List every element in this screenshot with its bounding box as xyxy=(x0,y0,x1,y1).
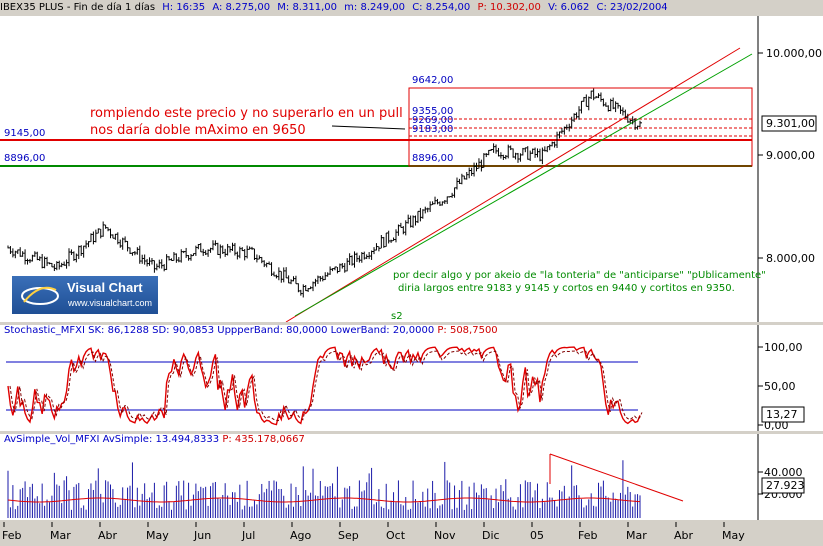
vol-current: 27.923 xyxy=(766,479,805,492)
logo-title: Visual Chart xyxy=(67,280,143,295)
logo-swoosh-icon xyxy=(21,286,59,305)
volume-bars xyxy=(7,460,641,518)
scale-9000: 9.000,00 xyxy=(766,149,815,162)
stoch-lower: LowerBand: 20,0000 xyxy=(330,325,435,336)
scale-10000: 10.000,00 xyxy=(766,47,822,60)
scale-8000: 8.000,00 xyxy=(766,252,815,265)
symbol-label: IBEX35 PLUS - Fin de día 1 días xyxy=(0,2,156,13)
stoch-scale-50: 50,00 xyxy=(764,380,796,393)
p-label: P: 10.302,00 xyxy=(477,2,541,13)
stoch-sk: SK: 86,1288 xyxy=(88,325,149,336)
green-note-line2: diria largos entre 9183 y 9145 y cortos … xyxy=(398,283,735,294)
logo-url: www.visualchart.com xyxy=(68,298,153,308)
x-tick-label: Jun xyxy=(193,529,211,542)
stoch-current: 13,27 xyxy=(766,408,798,421)
visualchart-logo: Visual Chart www.visualchart.com xyxy=(12,276,158,314)
low-label: m: 8.249,00 xyxy=(344,2,405,13)
sd-line xyxy=(9,350,643,422)
stoch-name: Stochastic_MFXI xyxy=(4,325,85,336)
x-tick-label: Oct xyxy=(386,529,406,542)
label-9355: 9355,00 xyxy=(412,106,453,117)
price-chart: 9642,00 9355,00 9269,00 9183,00 9145,00 … xyxy=(0,16,822,322)
stoch-p: P: 508,7500 xyxy=(437,325,498,336)
stoch-upper: UppperBand: 80,0000 xyxy=(217,325,328,336)
price-bars xyxy=(7,88,642,298)
volume-average xyxy=(7,497,641,503)
x-tick-label: May xyxy=(722,529,745,542)
range-box xyxy=(408,87,753,167)
x-tick-label: Jul xyxy=(241,529,255,542)
label-8896-left: 8896,00 xyxy=(4,153,45,164)
red-note-line2: nos daría doble mAximo en 9650 xyxy=(90,123,306,138)
current-price: 9.301,00 xyxy=(766,117,815,130)
x-axis-svg: Feb Mar Abr May Jun Jul Ago Sep Oct Nov Dic 05 Feb Ma… xyxy=(2,522,745,542)
vol-scale-40000: 40.000 xyxy=(764,466,803,479)
label-9183: 9183,00 xyxy=(412,124,453,135)
red-trendline xyxy=(285,47,741,322)
red-note-line1: rompiendo este precio y no superarlo en … xyxy=(90,106,403,121)
x-tick-label: Sep xyxy=(338,529,359,542)
volume-label: V: 6.062 xyxy=(548,2,590,13)
stochastic-title: Stochastic_MFXI SK: 86,1288 SD: 90,0853 … xyxy=(4,325,498,336)
vol-name: AvSimple_Vol_MFXI AvSimple: 13.494,8333 xyxy=(4,434,220,445)
x-tick-label: 05 xyxy=(530,529,544,542)
close-label: C: 8.254,00 xyxy=(412,2,471,13)
x-tick-label: Ago xyxy=(290,529,312,542)
vol-p: P: 435.178,0667 xyxy=(222,434,305,445)
x-tick-label: Nov xyxy=(434,529,456,542)
stochastic-chart: 100,00 50,00 0,00 13,27 xyxy=(6,325,805,431)
stoch-sd: SD: 90,0853 xyxy=(152,325,215,336)
green-note-line1: por decir algo y por akeio de "la tonter… xyxy=(393,270,766,281)
open-label: A: 8.275,00 xyxy=(212,2,271,13)
price-panel[interactable]: 9642,00 9355,00 9269,00 9183,00 9145,00 … xyxy=(0,16,823,322)
x-axis: Feb Mar Abr May Jun Jul Ago Sep Oct Nov Dic 05 Feb Ma… xyxy=(0,522,823,542)
x-tick-label: Abr xyxy=(674,529,694,542)
chart-header: IBEX35 PLUS - Fin de día 1 días H: 16:35… xyxy=(0,0,760,15)
x-tick-label: Dic xyxy=(482,529,500,542)
x-tick-label: Feb xyxy=(578,529,597,542)
green-trendline xyxy=(294,53,753,317)
pointer-arrow xyxy=(331,125,406,130)
volume-title: AvSimple_Vol_MFXI AvSimple: 13.494,8333 … xyxy=(4,434,305,445)
sk-line xyxy=(7,346,641,426)
volume-chart: 40.000 20.000 27.923 xyxy=(7,434,805,520)
x-tick-label: Feb xyxy=(2,529,21,542)
stoch-scale-100: 100,00 xyxy=(764,341,803,354)
date-label: C: 23/02/2004 xyxy=(596,2,668,13)
x-tick-label: Mar xyxy=(626,529,647,542)
label-9145: 9145,00 xyxy=(4,128,45,139)
x-tick-label: May xyxy=(146,529,169,542)
volume-trendline xyxy=(549,453,684,502)
stochastic-panel[interactable]: Stochastic_MFXI SK: 86,1288 SD: 90,0853 … xyxy=(0,325,823,431)
label-9642: 9642,00 xyxy=(412,75,453,86)
time-label: H: 16:35 xyxy=(162,2,206,13)
volume-panel[interactable]: AvSimple_Vol_MFXI AvSimple: 13.494,8333 … xyxy=(0,434,823,520)
x-tick-label: Mar xyxy=(50,529,71,542)
high-label: M: 8.311,00 xyxy=(277,2,337,13)
s2-label: s2 xyxy=(391,311,403,322)
x-tick-label: Abr xyxy=(98,529,118,542)
label-9269: 9269,00 xyxy=(412,115,453,126)
label-8896-right: 8896,00 xyxy=(412,153,453,164)
